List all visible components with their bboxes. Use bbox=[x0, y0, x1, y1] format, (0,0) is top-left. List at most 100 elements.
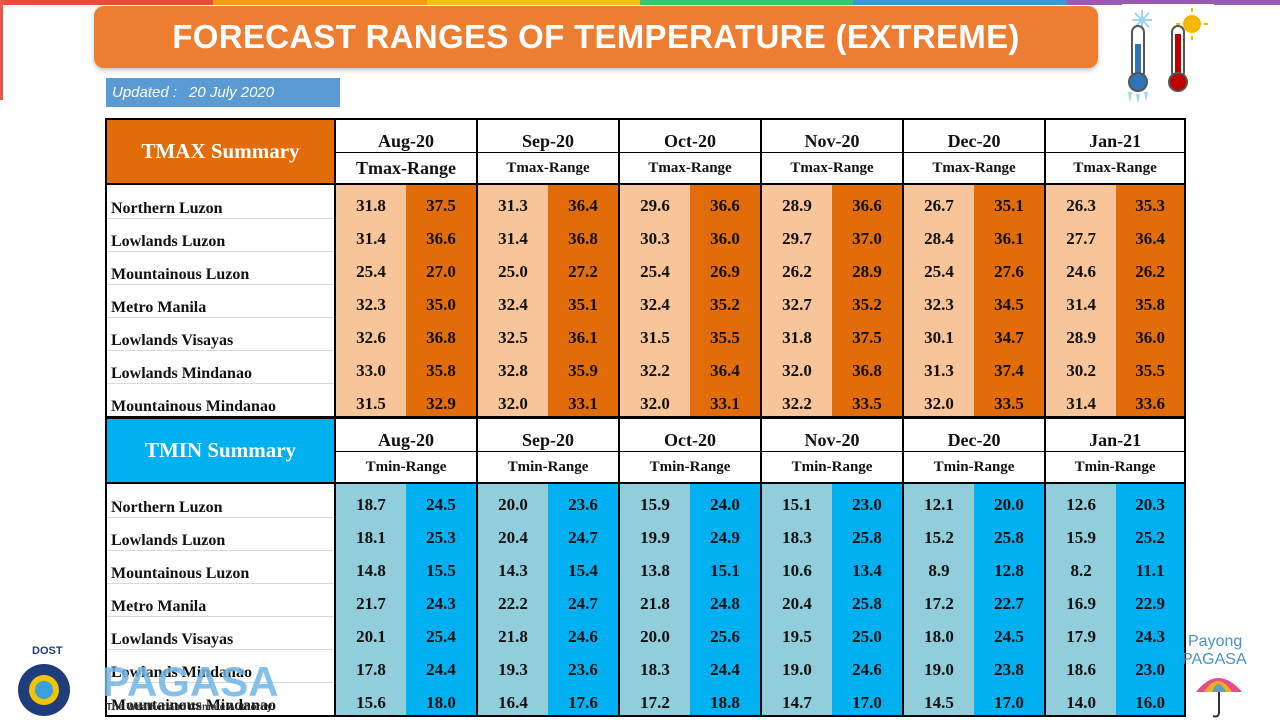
range-max-value: 23.6 bbox=[548, 483, 620, 517]
range-max-value: 33.5 bbox=[974, 383, 1046, 417]
range-header: Tmin-Range bbox=[333, 451, 478, 484]
thermometer-icon bbox=[1122, 4, 1214, 104]
range-min-value: 19.9 bbox=[618, 517, 691, 550]
range-min-value: 20.4 bbox=[476, 517, 549, 550]
tmin-heading: TMIN Summary bbox=[106, 418, 335, 484]
range-max-value: 35.9 bbox=[548, 350, 620, 383]
range-min-value: 32.2 bbox=[618, 350, 691, 383]
range-min-value: 17.2 bbox=[902, 583, 975, 616]
top-color-stripe bbox=[0, 0, 1280, 5]
range-max-value: 23.8 bbox=[974, 649, 1046, 682]
range-max-value: 35.3 bbox=[1116, 184, 1186, 218]
range-max-value: 22.7 bbox=[974, 583, 1046, 616]
range-min-value: 32.3 bbox=[902, 284, 975, 317]
range-min-value: 24.6 bbox=[1044, 251, 1117, 284]
month-header: Nov-20 bbox=[760, 418, 904, 452]
month-header: Dec-20 bbox=[902, 119, 1046, 153]
region-label: Lowlands Visayas bbox=[106, 616, 335, 650]
range-header: Tmin-Range bbox=[902, 451, 1046, 484]
page-title: FORECAST RANGES OF TEMPERATURE (EXTREME) bbox=[172, 18, 1020, 55]
region-label: Mountainous Luzon bbox=[106, 550, 335, 584]
title-banner: FORECAST RANGES OF TEMPERATURE (EXTREME) bbox=[94, 6, 1098, 68]
region-label: Lowlands Visayas bbox=[106, 317, 335, 351]
range-min-value: 32.0 bbox=[902, 383, 975, 417]
range-min-value: 19.3 bbox=[476, 649, 549, 682]
updated-label: Updated : bbox=[112, 84, 178, 101]
range-min-value: 29.6 bbox=[618, 184, 691, 218]
range-max-value: 32.9 bbox=[406, 383, 478, 417]
range-min-value: 30.3 bbox=[618, 218, 691, 251]
month-header: Dec-20 bbox=[902, 418, 1046, 452]
range-min-value: 18.3 bbox=[760, 517, 833, 550]
range-min-value: 25.4 bbox=[618, 251, 691, 284]
range-max-value: 27.0 bbox=[406, 251, 478, 284]
range-max-value: 36.8 bbox=[406, 317, 478, 350]
range-max-value: 23.6 bbox=[548, 649, 620, 682]
region-label: Lowlands Luzon bbox=[106, 517, 335, 551]
range-min-value: 8.2 bbox=[1044, 550, 1117, 583]
range-min-value: 21.8 bbox=[618, 583, 691, 616]
range-min-value: 32.0 bbox=[760, 350, 833, 383]
pagasa-text: PAGASA bbox=[102, 658, 279, 705]
table-row: Lowlands Visayas 32.6 36.8 32.5 36.1 31.5 35.5… bbox=[106, 317, 1186, 351]
range-min-value: 32.4 bbox=[618, 284, 691, 317]
month-header: Aug-20 bbox=[333, 418, 478, 452]
range-max-value: 24.4 bbox=[690, 649, 762, 682]
tmax-heading: TMAX Summary bbox=[106, 119, 335, 185]
range-max-value: 24.6 bbox=[832, 649, 904, 682]
range-min-value: 18.6 bbox=[1044, 649, 1117, 682]
range-min-value: 15.1 bbox=[760, 483, 833, 517]
region-label: Mountainous Mindanao bbox=[111, 697, 276, 714]
range-min-value: 32.6 bbox=[334, 317, 406, 350]
range-max-value: 22.9 bbox=[1116, 583, 1186, 616]
range-max-value: 37.4 bbox=[974, 350, 1046, 383]
range-min-value: 28.9 bbox=[760, 184, 833, 218]
range-max-value: 27.2 bbox=[548, 251, 620, 284]
range-max-value: 15.5 bbox=[406, 550, 478, 583]
range-max-value: 15.4 bbox=[548, 550, 620, 583]
range-min-value: 25.4 bbox=[902, 251, 975, 284]
range-max-value: 36.8 bbox=[548, 218, 620, 251]
range-min-value: 12.6 bbox=[1044, 483, 1117, 517]
range-min-value: 20.0 bbox=[476, 483, 549, 517]
table-row: Mountainous Mindanao 31.5 32.9 32.0 33.1 32.0… bbox=[106, 383, 1186, 417]
range-max-value: 35.2 bbox=[690, 284, 762, 317]
range-min-value: 15.9 bbox=[618, 483, 691, 517]
range-min-value: 14.8 bbox=[334, 550, 406, 583]
range-max-value: 24.3 bbox=[1116, 616, 1186, 649]
range-max-value: 15.1 bbox=[690, 550, 762, 583]
range-min-value: 18.3 bbox=[618, 649, 691, 682]
range-min-value: 14.7 bbox=[760, 682, 833, 716]
month-header: Sep-20 bbox=[476, 418, 620, 452]
range-max-value: 35.5 bbox=[1116, 350, 1186, 383]
range-min-value: 26.2 bbox=[760, 251, 833, 284]
range-min-value: 8.9 bbox=[902, 550, 975, 583]
region-label: Lowlands Luzon bbox=[106, 218, 335, 252]
range-min-value: 17.9 bbox=[1044, 616, 1117, 649]
range-max-value: 35.8 bbox=[406, 350, 478, 383]
region-label: Mountainous Mindanao bbox=[111, 398, 276, 415]
range-min-value: 31.4 bbox=[476, 218, 549, 251]
range-max-value: 18.8 bbox=[690, 682, 762, 716]
table-row: Lowlands Luzon 18.1 25.3 20.4 24.7 19.9 24.9 18… bbox=[106, 517, 1186, 551]
region-label: Northern Luzon bbox=[106, 483, 335, 518]
range-max-value: 25.4 bbox=[406, 616, 478, 649]
range-max-value: 36.4 bbox=[1116, 218, 1186, 251]
range-max-value: 33.6 bbox=[1116, 383, 1186, 417]
range-min-value: 32.0 bbox=[476, 383, 549, 417]
range-min-value: 31.4 bbox=[1044, 284, 1117, 317]
range-min-value: 21.8 bbox=[476, 616, 549, 649]
region-label: Northern Luzon bbox=[106, 184, 335, 219]
range-header: Tmax-Range bbox=[1044, 152, 1186, 185]
region-label: Metro Manila bbox=[106, 583, 335, 617]
pagasa-logo: DOST PAGASA The Weather and Climate Auth… bbox=[18, 645, 279, 716]
month-header: Oct-20 bbox=[618, 119, 762, 153]
range-min-value: 10.6 bbox=[760, 550, 833, 583]
range-max-value: 24.0 bbox=[690, 483, 762, 517]
tmin-summary-table: TMIN Summary Aug-20 Sep-20 Oct-20 Nov-20… bbox=[105, 417, 1187, 717]
range-min-value: 14.5 bbox=[902, 682, 975, 716]
range-min-value: 14.0 bbox=[1044, 682, 1117, 716]
range-min-value: 21.7 bbox=[334, 583, 406, 616]
range-max-value: 35.8 bbox=[1116, 284, 1186, 317]
range-max-value: 34.5 bbox=[974, 284, 1046, 317]
